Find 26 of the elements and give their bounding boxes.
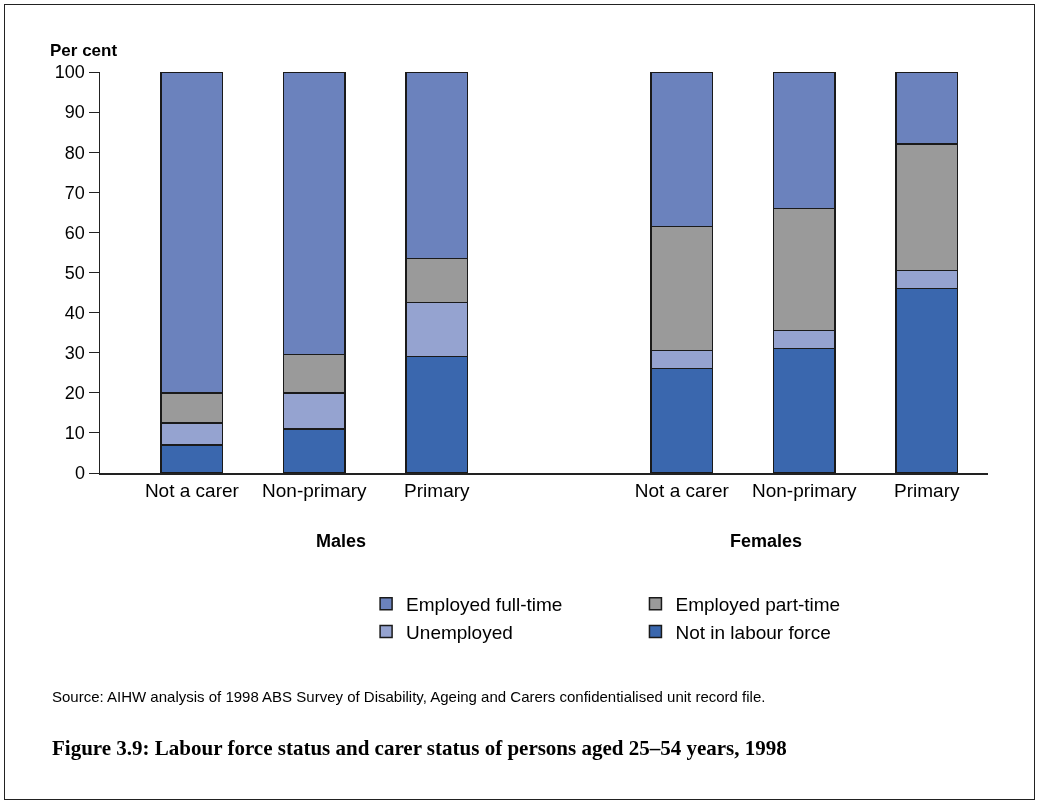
y-tick-label: 10	[64, 423, 85, 444]
legend-label: Unemployed	[406, 621, 513, 643]
x-tick-label: Not a carer	[144, 480, 240, 502]
x-tick-label: Primary	[404, 480, 471, 502]
text: Males	[316, 531, 367, 551]
legend-label: Not in labour force	[675, 621, 831, 643]
y-tick-label: 70	[64, 182, 85, 203]
x-tick-label: Non-primary	[262, 480, 368, 502]
y-axis-title: Per cent	[50, 41, 118, 60]
legend-label: Employed part-time	[675, 594, 841, 616]
text: Figure 3.9: Labour force status and carer status of persons aged 25–54 years, 1998	[52, 736, 787, 761]
y-tick-label: 80	[64, 142, 85, 163]
y-tick-label: 30	[64, 343, 85, 363]
y-tick-label: 100	[54, 62, 85, 83]
x-tick-label: Primary	[894, 480, 960, 502]
source-note: Source: AIHW analysis of 1998 ABS Survey of Disability, Ageing and Carers confidentialised unit record file.	[52, 688, 766, 705]
text: Females	[730, 531, 803, 551]
y-tick-label: 40	[64, 302, 85, 323]
y-tick-label: 20	[64, 383, 85, 404]
legend-label: Employed full-time	[406, 594, 563, 616]
y-tick-label: 0	[74, 463, 85, 484]
y-tick-label: 60	[64, 222, 85, 243]
x-tick-label: Not a carer	[634, 480, 730, 502]
y-tick-label: 90	[64, 102, 85, 123]
y-tick-label: 50	[64, 262, 85, 283]
x-tick-label: Non-primary	[752, 480, 858, 502]
